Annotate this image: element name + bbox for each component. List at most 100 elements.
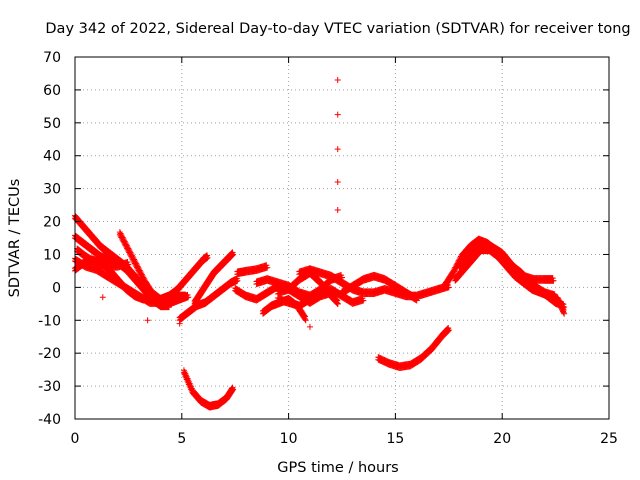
data-point: [550, 277, 557, 284]
data-point: [301, 312, 308, 319]
data-point: [132, 259, 139, 266]
data-point: [131, 256, 138, 263]
data-point: [123, 241, 130, 248]
data-point: [185, 294, 192, 301]
y-tick-label: 0: [52, 280, 61, 296]
data-point: [230, 251, 237, 258]
data-point: [130, 255, 137, 262]
data-point: [334, 179, 341, 186]
plot-frame: [74, 56, 610, 420]
data-point: [117, 230, 124, 237]
data-point: [125, 261, 132, 268]
data-point: [126, 246, 133, 253]
data-point: [334, 111, 341, 118]
data-point: [334, 207, 341, 214]
data-point: [561, 310, 568, 317]
data-point: [116, 229, 123, 236]
data-point: [128, 251, 135, 258]
data-point: [123, 242, 130, 249]
data-point: [445, 327, 452, 334]
series-arc-6: [116, 229, 192, 311]
data-point: [411, 293, 418, 300]
data-point: [549, 275, 556, 282]
grid: [75, 57, 609, 419]
chart-title: Day 342 of 2022, Sidereal Day-to-day VTE…: [45, 21, 630, 37]
data-point: [560, 306, 567, 313]
y-tick-label: -10: [38, 313, 61, 329]
data-point: [306, 323, 313, 330]
y-tick-label: 30: [43, 182, 61, 198]
data-point: [121, 237, 128, 244]
x-tick-label: 10: [280, 431, 298, 447]
x-axis-title: GPS time / hours: [277, 460, 398, 476]
data-point: [133, 260, 140, 267]
data-point: [334, 300, 341, 307]
data-point: [176, 320, 183, 327]
data-point: [551, 291, 558, 298]
data-point: [125, 245, 132, 252]
data-point: [138, 271, 145, 278]
data-point: [302, 317, 309, 324]
data-point: [334, 146, 341, 153]
data-point: [333, 297, 340, 304]
x-tick-label: 0: [71, 431, 80, 447]
data-point: [301, 313, 308, 320]
data-point: [118, 233, 125, 240]
data-point: [264, 264, 271, 271]
series-arc-16: [296, 265, 452, 301]
data-point: [552, 294, 559, 301]
series-arc-17: [339, 271, 420, 304]
x-tick-label: 25: [600, 431, 618, 447]
y-tick-label: -30: [38, 379, 61, 395]
data-point: [234, 277, 241, 284]
series-arc-15: [274, 268, 341, 307]
series-outliers: [99, 77, 341, 330]
data-point: [119, 234, 126, 241]
y-tick-label: 50: [43, 116, 61, 132]
data-point: [128, 252, 135, 259]
data-point: [136, 266, 143, 273]
data-point: [334, 297, 341, 304]
data-point: [129, 253, 136, 260]
y-tick-label: 10: [43, 247, 61, 263]
series-arc-22: [509, 268, 557, 284]
data-point: [141, 275, 148, 282]
data-markers: [72, 77, 568, 411]
data-point: [137, 268, 144, 275]
series-arc-9: [180, 367, 237, 411]
x-tick-label: 5: [177, 431, 186, 447]
data-point: [144, 317, 151, 324]
data-point: [138, 270, 145, 277]
y-tick-label: 60: [43, 83, 61, 99]
data-point: [124, 244, 131, 251]
series-arc-11: [234, 262, 271, 278]
data-point: [118, 231, 125, 238]
data-point: [120, 235, 127, 242]
series-arc-18: [375, 325, 452, 371]
data-point: [360, 297, 367, 304]
data-point: [122, 240, 129, 247]
data-point: [412, 294, 419, 301]
data-point: [133, 261, 140, 268]
data-point: [333, 296, 340, 303]
x-tick-label: 20: [493, 431, 511, 447]
data-point: [334, 77, 341, 84]
data-point: [139, 272, 146, 279]
y-tick-label: -40: [38, 412, 61, 428]
data-point: [136, 267, 143, 274]
data-point: [127, 249, 134, 256]
data-point: [230, 386, 237, 393]
data-point: [413, 297, 420, 304]
data-point: [140, 274, 147, 281]
data-point: [134, 263, 141, 270]
data-point: [131, 257, 138, 264]
data-point: [135, 264, 142, 271]
data-point: [121, 238, 128, 245]
y-tick-label: -20: [38, 346, 61, 362]
series-arc-8: [191, 249, 237, 307]
y-tick-label: 40: [43, 149, 61, 165]
data-point: [204, 254, 211, 261]
y-tick-label: 20: [43, 215, 61, 231]
